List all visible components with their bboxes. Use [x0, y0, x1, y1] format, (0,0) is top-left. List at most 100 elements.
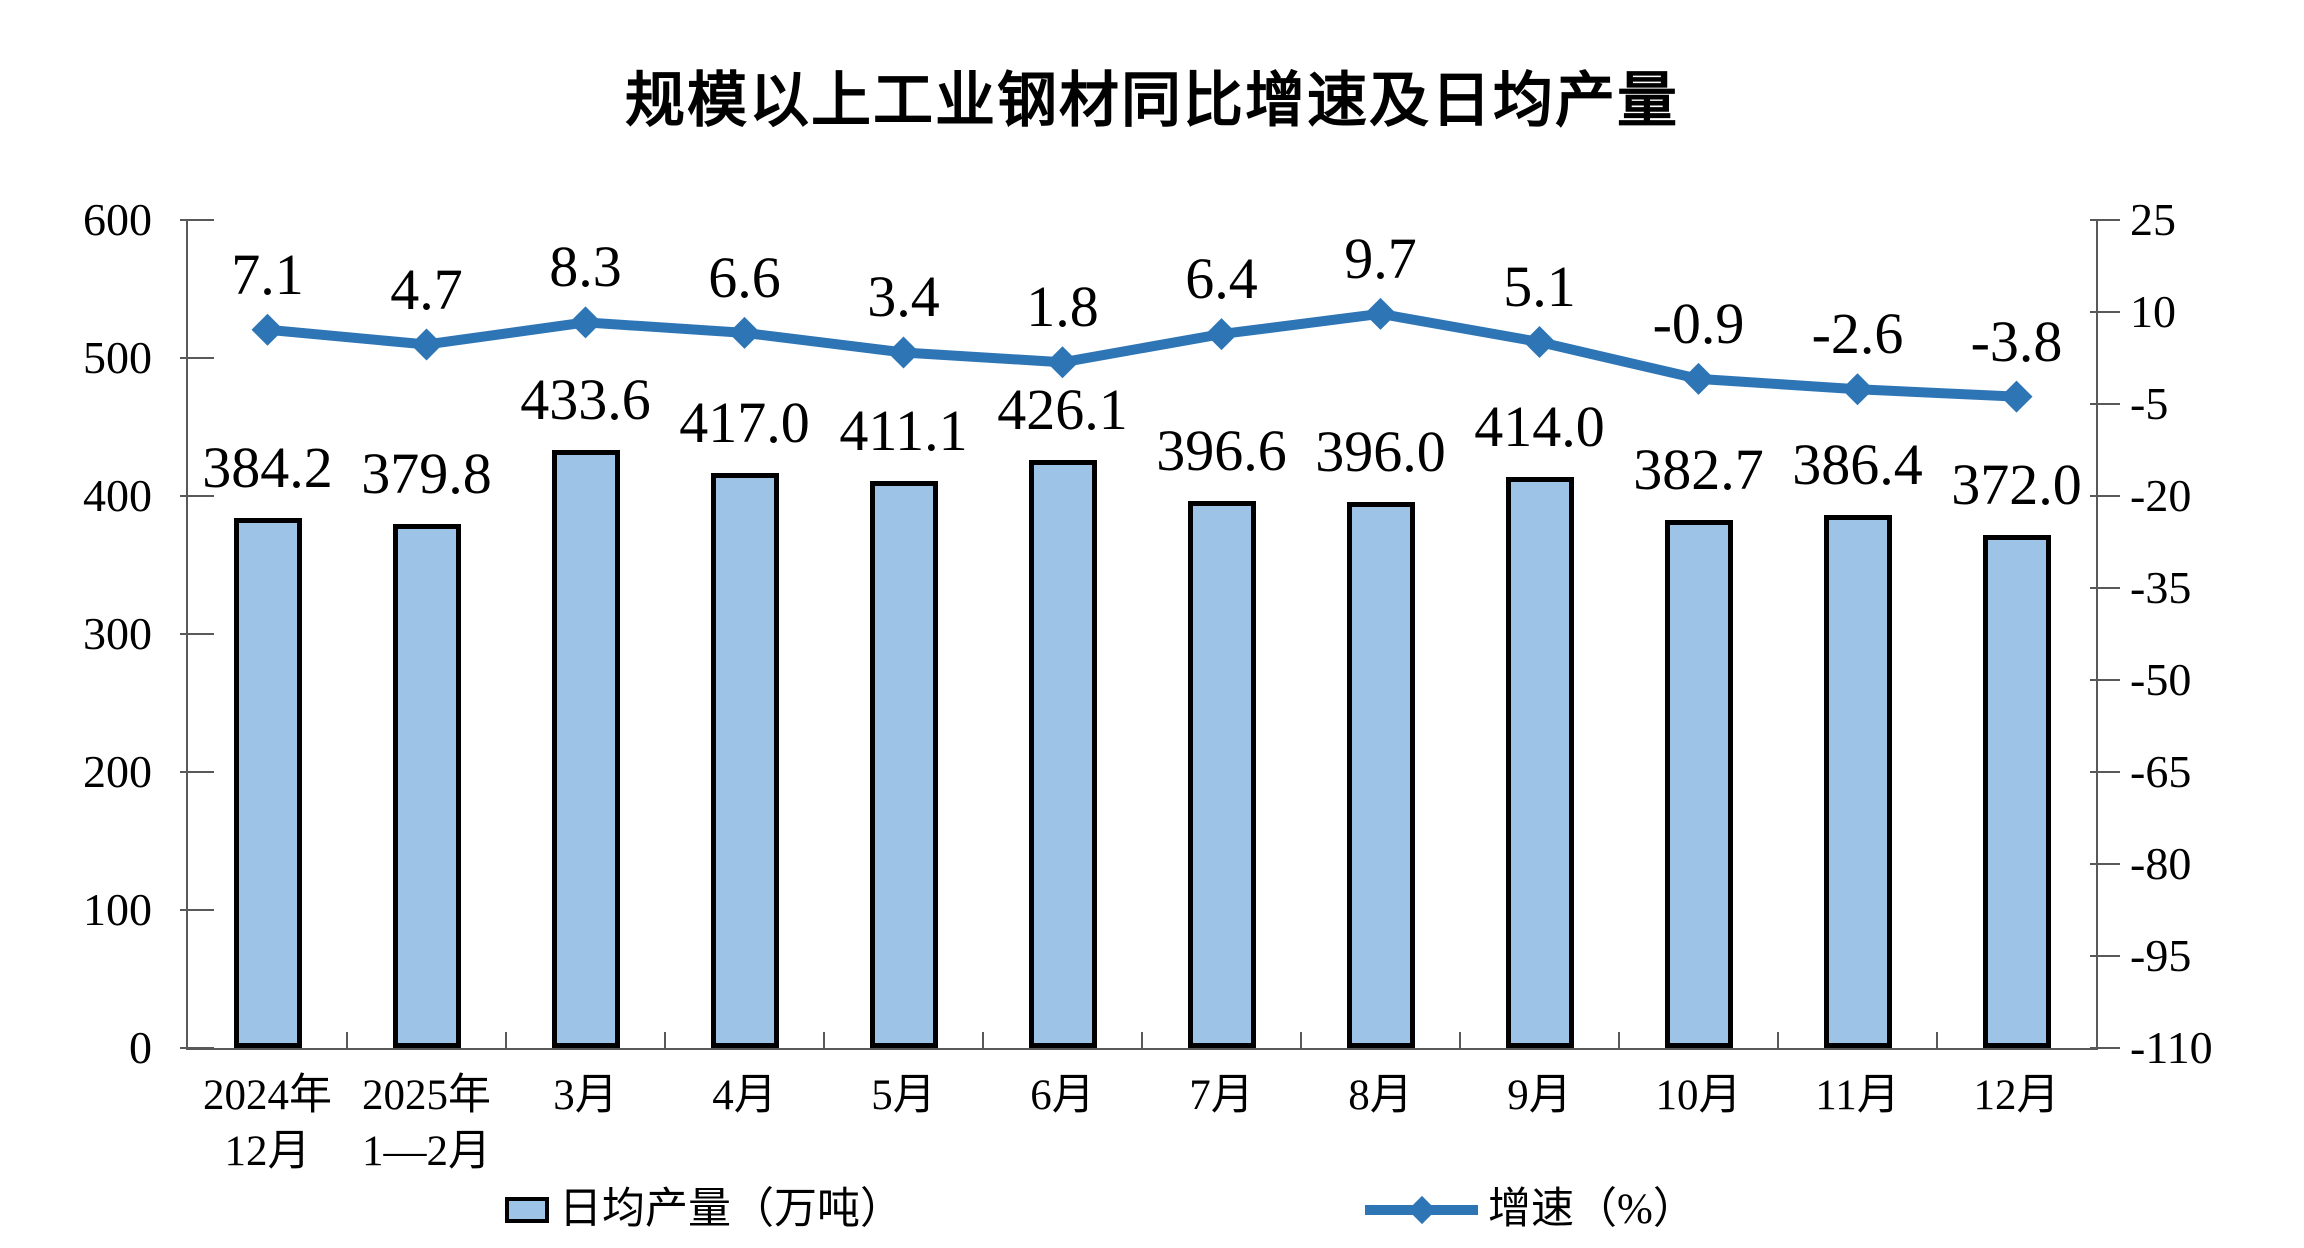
x-axis-category-line: 1—2月 — [362, 1128, 491, 1175]
right-axis-tick-label: 25 — [2130, 194, 2176, 245]
left-axis-tick — [180, 633, 214, 635]
left-axis-tick-label: 0 — [129, 1022, 152, 1073]
production-bar[interactable] — [1823, 514, 1892, 1048]
right-axis-tick-label: -35 — [2130, 562, 2192, 613]
x-axis-category-label: 3月 — [553, 1068, 618, 1124]
x-axis-tick — [982, 1032, 984, 1048]
line-value-label: 4.7 — [390, 256, 463, 322]
right-axis-tick — [2090, 955, 2120, 957]
chart-title: 规模以上工业钢材同比增速及日均产量 — [625, 67, 1679, 134]
growth-marker[interactable] — [1523, 326, 1556, 359]
right-axis-tick-label: -20 — [2130, 470, 2192, 521]
growth-marker[interactable] — [1205, 318, 1238, 351]
growth-marker[interactable] — [1682, 362, 1715, 395]
x-axis-category-line: 4月 — [712, 1072, 777, 1119]
right-axis-tick-label: -65 — [2130, 746, 2192, 797]
x-axis-category-label: 6月 — [1030, 1068, 1095, 1124]
x-axis-category-line: 7月 — [1189, 1072, 1254, 1119]
left-axis-tick-label: 400 — [83, 470, 152, 521]
right-axis-tick-label: -95 — [2130, 930, 2192, 981]
growth-marker[interactable] — [410, 328, 443, 361]
production-bar[interactable] — [1028, 459, 1097, 1048]
growth-marker[interactable] — [887, 336, 920, 369]
x-axis-tick — [1300, 1032, 1302, 1048]
line-value-label: 5.1 — [1503, 254, 1576, 320]
right-axis-tick — [2090, 863, 2120, 865]
bar-value-label: 417.0 — [679, 389, 810, 455]
legend-item-daily-output[interactable]: 日均产量（万吨） — [505, 1188, 903, 1232]
right-axis-tick — [2090, 771, 2120, 773]
x-axis-tick — [1777, 1032, 1779, 1048]
line-value-label: 1.8 — [1026, 274, 1099, 340]
line-value-label: 7.1 — [231, 241, 304, 307]
growth-marker[interactable] — [1046, 346, 1079, 379]
x-axis-tick — [1459, 1032, 1461, 1048]
growth-marker[interactable] — [569, 306, 602, 339]
production-bar[interactable] — [551, 449, 620, 1048]
x-axis-category-label: 10月 — [1656, 1068, 1742, 1124]
right-axis-tick — [2090, 679, 2120, 681]
x-axis-category-line: 11月 — [1815, 1072, 1900, 1119]
x-axis-category-line: 2025年 — [362, 1072, 491, 1119]
left-axis-tick-label: 200 — [83, 746, 152, 797]
x-axis-tick — [1618, 1032, 1620, 1048]
x-axis-tick — [1141, 1032, 1143, 1048]
production-bar[interactable] — [1982, 534, 2051, 1048]
left-axis-tick — [180, 357, 214, 359]
left-axis-tick-label: 600 — [83, 194, 152, 245]
x-axis-category-line: 9月 — [1507, 1072, 1572, 1119]
legend-label-growth-rate: 增速（%） — [1488, 1186, 1696, 1233]
x-axis-category-line: 5月 — [871, 1072, 936, 1119]
right-axis-tick — [2090, 403, 2120, 405]
bar-value-label: 379.8 — [361, 440, 492, 506]
left-axis-tick-label: 100 — [83, 884, 152, 935]
bar-value-label: 384.2 — [202, 434, 333, 500]
legend-item-growth-rate[interactable]: 增速（%） — [1365, 1188, 1696, 1232]
bar-value-label: 396.0 — [1315, 418, 1446, 484]
line-value-label: 9.7 — [1344, 225, 1417, 291]
left-axis-tick — [180, 1047, 214, 1049]
growth-marker[interactable] — [251, 313, 284, 346]
production-bar[interactable] — [710, 472, 779, 1048]
growth-marker[interactable] — [728, 316, 761, 349]
bar-value-label: 411.1 — [839, 397, 968, 463]
right-axis-tick — [2090, 1047, 2120, 1049]
left-axis-tick — [180, 771, 214, 773]
production-bar[interactable] — [392, 523, 461, 1048]
production-bar[interactable] — [869, 480, 938, 1048]
x-axis-tick — [664, 1032, 666, 1048]
line-value-label: -2.6 — [1811, 301, 1904, 367]
bar-swatch-icon — [505, 1197, 549, 1223]
x-axis-category-line: 6月 — [1030, 1072, 1095, 1119]
right-axis-tick-label: -80 — [2130, 838, 2192, 889]
growth-marker[interactable] — [2000, 380, 2033, 413]
left-axis-tick — [180, 495, 214, 497]
left-axis-tick — [180, 219, 214, 221]
production-bar[interactable] — [1346, 501, 1415, 1048]
line-value-label: 6.6 — [708, 244, 781, 310]
line-value-label: 6.4 — [1185, 246, 1258, 312]
right-axis-tick-label: -110 — [2130, 1022, 2213, 1073]
production-bar[interactable] — [1664, 519, 1733, 1048]
right-axis-tick-label: -50 — [2130, 654, 2192, 705]
production-bar[interactable] — [233, 517, 302, 1048]
growth-marker[interactable] — [1364, 297, 1397, 330]
right-axis-tick — [2090, 311, 2120, 313]
left-axis-tick-label: 500 — [83, 332, 152, 383]
bar-value-label: 396.6 — [1156, 417, 1287, 483]
left-axis-tick-label: 300 — [83, 608, 152, 659]
line-value-label: 8.3 — [549, 234, 622, 300]
x-axis-category-line: 2024年 — [203, 1072, 332, 1119]
bar-value-label: 426.1 — [997, 376, 1128, 442]
x-axis-category-label: 8月 — [1348, 1068, 1413, 1124]
line-diamond-swatch-icon — [1365, 1195, 1478, 1225]
production-bar[interactable] — [1505, 476, 1574, 1048]
production-bar[interactable] — [1187, 500, 1256, 1048]
growth-marker[interactable] — [1841, 373, 1874, 406]
bar-value-label: 433.6 — [520, 366, 651, 432]
right-axis-tick-label: -5 — [2130, 378, 2169, 429]
x-axis-category-line: 8月 — [1348, 1072, 1413, 1119]
legend-label-daily-output: 日均产量（万吨） — [559, 1186, 903, 1233]
x-axis-category-label: 4月 — [712, 1068, 777, 1124]
